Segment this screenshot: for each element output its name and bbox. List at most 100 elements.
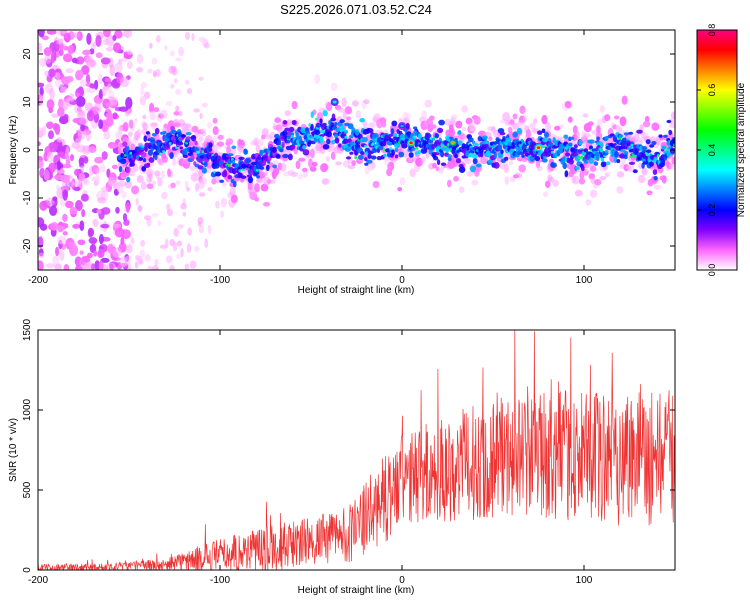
heatmap-cell: [198, 224, 204, 234]
heatmap-cell: [124, 256, 131, 266]
heatmap-cell: [600, 149, 603, 153]
heatmap-cell: [604, 149, 609, 154]
heatmap-cell: [298, 140, 305, 145]
heatmap-cell: [399, 177, 406, 186]
heatmap-cell: [88, 146, 97, 153]
heatmap-cell: [65, 68, 74, 74]
heatmap-cell: [75, 96, 86, 107]
heatmap-cell: [587, 121, 594, 127]
heatmap-cell: [421, 110, 428, 120]
heatmap-cell: [98, 73, 103, 85]
heatmap-cell: [154, 170, 161, 177]
heatmap-cell: [364, 144, 368, 148]
heatmap-cell: [169, 265, 175, 270]
heatmap-cell: [652, 169, 658, 175]
heatmap-cell: [189, 165, 196, 172]
heatmap-cell: [543, 131, 550, 138]
heatmap-cell: [589, 189, 598, 198]
heatmap-cell: [382, 153, 387, 158]
heatmap-cell: [184, 180, 189, 189]
heatmap-cell: [140, 81, 148, 89]
heatmap-cell: [390, 128, 395, 135]
heatmap-cell: [217, 134, 224, 141]
heatmap-cell: [124, 30, 129, 38]
heatmap-cell: [314, 74, 321, 84]
heatmap-cell: [573, 144, 578, 149]
heatmap-cell: [363, 99, 370, 105]
heatmap-cell: [97, 248, 105, 258]
heatmap-cell: [413, 135, 417, 139]
heatmap-cell: [302, 144, 307, 150]
heatmap-cell: [173, 152, 178, 158]
heatmap-cell: [46, 30, 57, 35]
heatmap-cell: [136, 129, 142, 135]
heatmap-cell: [334, 122, 338, 126]
heatmap-cell: [554, 125, 561, 131]
heatmap-cell: [233, 180, 237, 188]
heatmap-cell: [175, 57, 182, 62]
heatmap-cell: [62, 213, 68, 223]
heatmap-cell: [122, 213, 128, 222]
heatmap-cell: [105, 112, 114, 119]
heatmap-cell: [438, 167, 444, 174]
heatmap-cell: [360, 151, 365, 156]
heatmap-cell: [614, 151, 619, 158]
heatmap-cell: [254, 183, 260, 193]
heatmap-cell: [308, 140, 312, 145]
heatmap-cell: [623, 132, 629, 136]
heatmap-cell: [185, 136, 192, 141]
heatmap-cell: [100, 257, 110, 263]
heatmap-cell: [368, 128, 374, 134]
heatmap-cell: [574, 130, 580, 141]
heatmap-cell: [391, 120, 398, 127]
heatmap-cell: [310, 111, 315, 118]
heatmap-cell: [52, 196, 58, 202]
heatmap-cell: [112, 112, 118, 120]
snr-panel: -200 -100 0 100 0 500 1000 1500 Height of stra…: [8, 318, 676, 596]
heatmap-cell: [451, 114, 458, 120]
heatmap-cell: [335, 139, 340, 144]
heatmap-cell: [228, 153, 234, 157]
heatmap-cell: [147, 68, 153, 74]
heatmap-cell: [671, 156, 675, 165]
heatmap-cell: [100, 223, 110, 229]
heatmap-cell: [254, 196, 260, 202]
heatmap-cell: [276, 139, 282, 146]
heatmap-cell: [79, 220, 85, 232]
snr-frame: [37, 329, 676, 571]
snr-y-ticks: 0 500 1000 1500: [22, 318, 675, 573]
heatmap-cell: [642, 120, 651, 128]
snr-y-axis-label: SNR (10 * v/v): [8, 418, 19, 482]
heatmap-cell: [39, 223, 48, 231]
heatmap-cell: [48, 162, 56, 173]
heatmap-cell: [343, 129, 349, 134]
heatmap-cell: [143, 135, 148, 142]
heatmap-cell: [176, 179, 181, 186]
heatmap-cell: [627, 131, 634, 135]
heatmap-cell: [541, 158, 548, 163]
heatmap-cell: [401, 143, 408, 149]
heatmap-cell: [225, 138, 234, 145]
heatmap-cell: [637, 174, 646, 184]
heatmap-cell: [520, 138, 524, 142]
heatmap-cell: [73, 181, 81, 187]
colorbar-tick-label: 0.0: [707, 264, 717, 277]
heatmap-cell: [613, 156, 618, 164]
heatmap-cell: [203, 42, 210, 49]
heatmap-cell: [256, 168, 259, 172]
heatmap-cell: [69, 154, 75, 162]
heatmap-cell: [533, 118, 538, 125]
heatmap-cell: [207, 186, 213, 192]
heatmap-cell: [182, 211, 187, 217]
heatmap-cell: [186, 123, 192, 128]
heatmap-cell: [63, 264, 70, 270]
heatmap-cell: [512, 113, 518, 120]
heatmap-cell: [212, 117, 218, 124]
heatmap-cell: [60, 174, 70, 184]
heatmap-cell: [504, 156, 509, 161]
heatmap-cell: [661, 175, 667, 184]
heatmap-cell: [521, 154, 525, 158]
heatmap-cell: [280, 162, 287, 172]
heatmap-cell: [155, 34, 161, 43]
heatmap-cell: [170, 125, 175, 131]
